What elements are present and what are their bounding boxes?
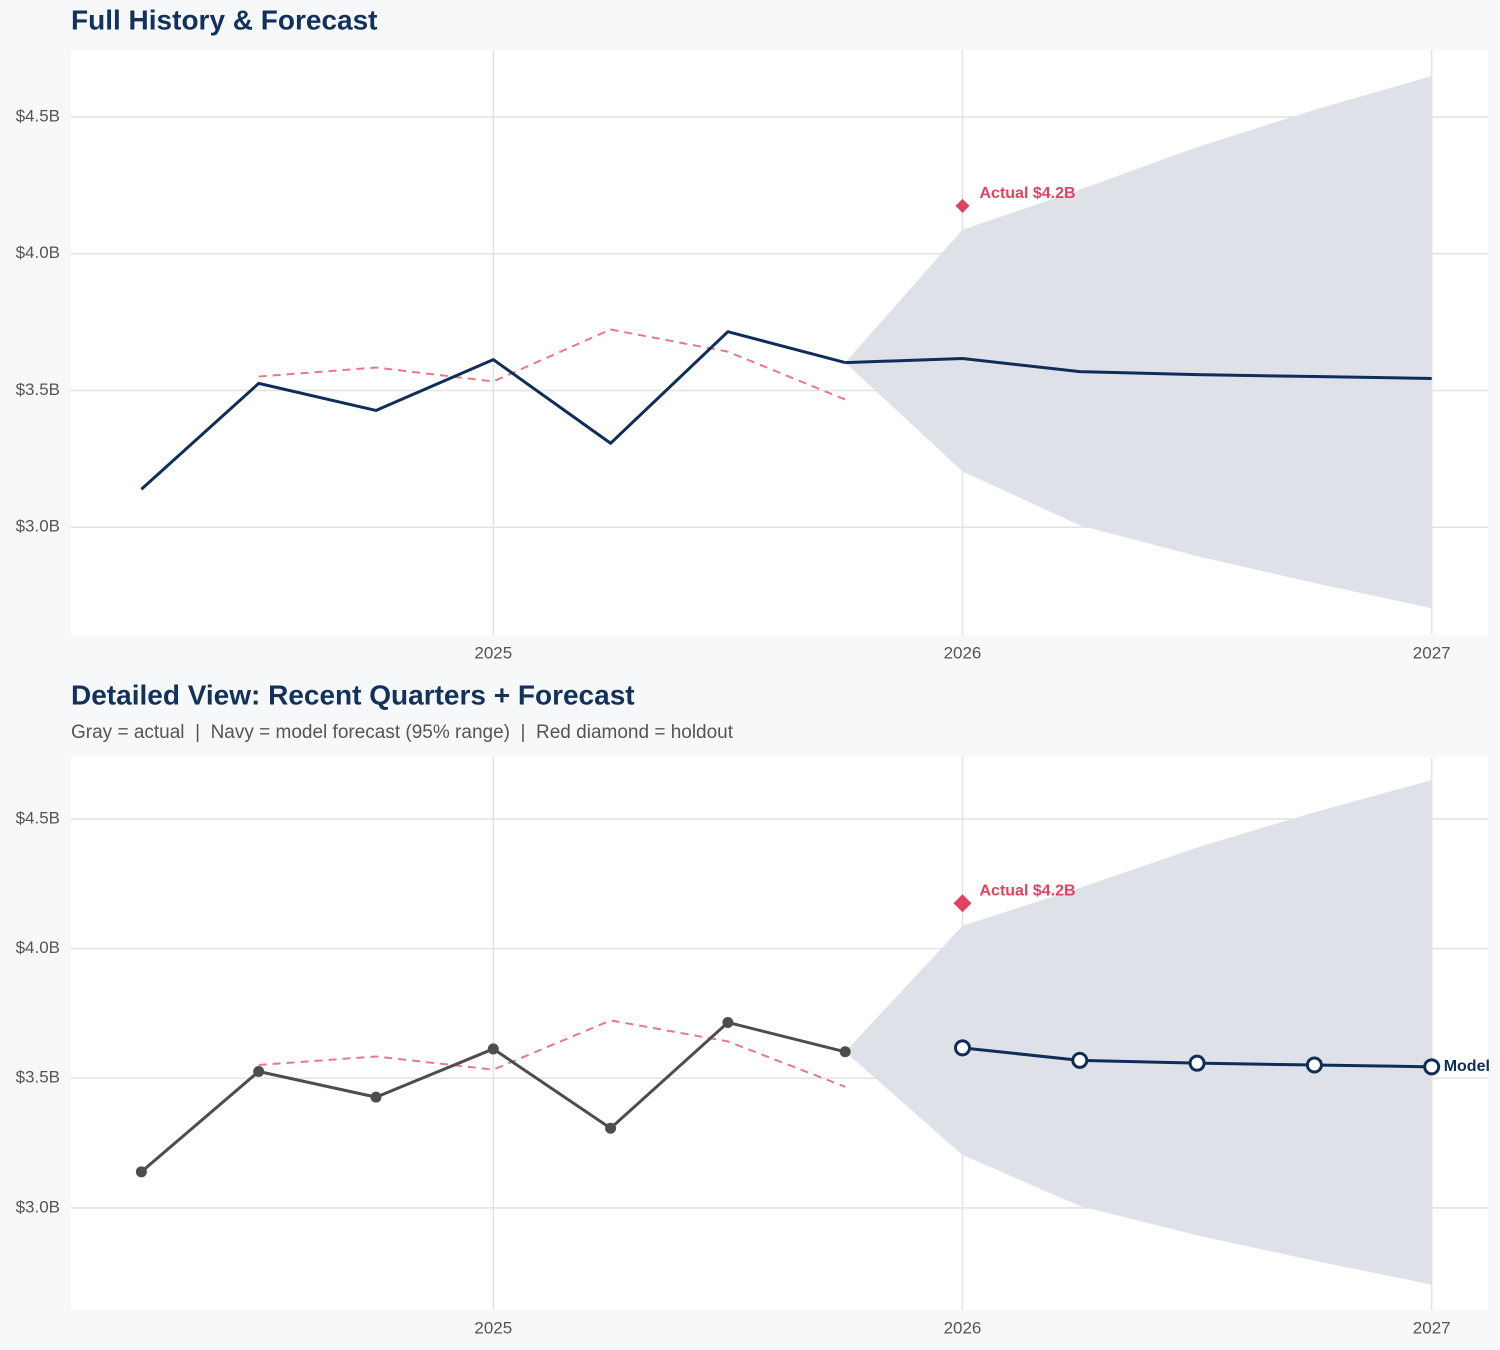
x-tick-label: 2027 bbox=[1413, 1318, 1451, 1337]
annotation: Actual $4.2B bbox=[979, 882, 1075, 899]
series-line bbox=[258, 328, 846, 401]
series-line bbox=[845, 356, 1432, 380]
chart-subtitle: Gray = actual | Navy = model forecast (9… bbox=[71, 722, 734, 743]
x-tick-label: 2025 bbox=[474, 1318, 512, 1337]
data-point bbox=[1188, 1054, 1206, 1072]
y-tick-label: $4.5B bbox=[16, 106, 60, 125]
series-line bbox=[140, 330, 846, 491]
y-tick-label: $4.5B bbox=[16, 808, 60, 827]
y-tick-label: $3.0B bbox=[16, 1197, 60, 1216]
holdout-marker bbox=[953, 894, 972, 913]
data-point bbox=[253, 1065, 265, 1077]
data-point bbox=[487, 1043, 499, 1055]
confidence-band bbox=[845, 75, 1432, 609]
chart-title: Detailed View: Recent Quarters + Forecas… bbox=[71, 679, 635, 710]
data-point bbox=[135, 1166, 147, 1178]
y-tick-label: $4.0B bbox=[16, 938, 60, 957]
x-tick-label: 2026 bbox=[944, 643, 982, 662]
data-point bbox=[605, 1122, 617, 1134]
annotation: Actual $4.2B bbox=[979, 185, 1075, 202]
data-point bbox=[1305, 1056, 1323, 1074]
chart-title: Full History & Forecast bbox=[71, 4, 378, 35]
series-line bbox=[258, 1019, 846, 1088]
holdout-marker bbox=[955, 198, 970, 213]
data-point bbox=[1423, 1058, 1441, 1076]
x-tick-label: 2026 bbox=[944, 1318, 982, 1337]
x-tick-label: 2025 bbox=[474, 643, 512, 662]
data-point bbox=[722, 1016, 734, 1028]
data-point bbox=[1071, 1051, 1089, 1069]
y-tick-label: $3.5B bbox=[16, 1068, 60, 1087]
series-label: Model bbox=[1444, 1058, 1490, 1075]
y-tick-label: $3.5B bbox=[16, 380, 60, 399]
confidence-band bbox=[845, 780, 1432, 1285]
data-point bbox=[370, 1091, 382, 1103]
y-tick-label: $4.0B bbox=[16, 243, 60, 262]
data-point bbox=[953, 1039, 971, 1057]
x-tick-label: 2027 bbox=[1413, 643, 1451, 662]
data-point bbox=[839, 1046, 851, 1058]
y-tick-label: $3.0B bbox=[16, 517, 60, 536]
